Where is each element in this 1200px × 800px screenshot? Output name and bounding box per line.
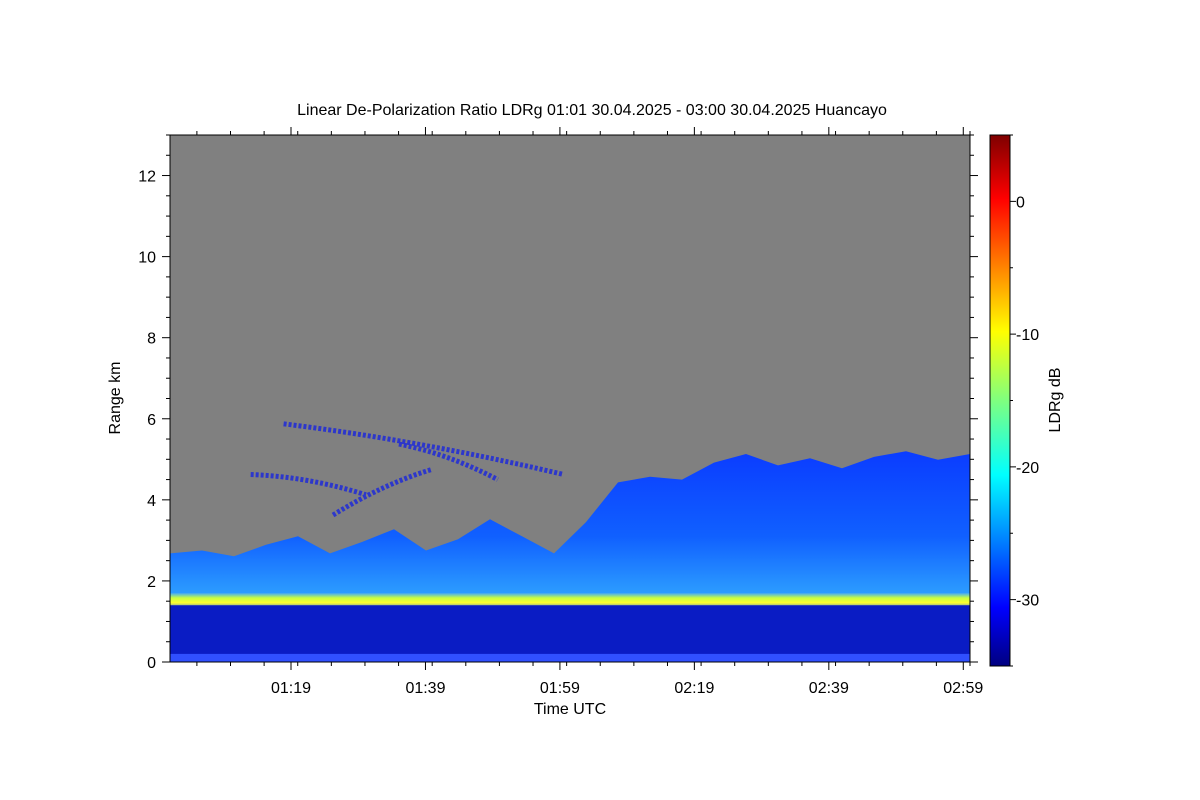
y-tick-label: 12 <box>138 169 156 186</box>
colorbar-gradient <box>989 134 1011 667</box>
colorbar: 0 -10 -20 -30 LDRg dB <box>989 134 1064 667</box>
surface-strip <box>170 653 970 662</box>
colorbar-ticks: 0 -10 -20 -30 <box>1010 134 1039 667</box>
chart-title: Linear De-Polarization Ratio LDRg 01:01 … <box>297 102 887 119</box>
y-tick-label: 2 <box>147 574 156 591</box>
y-tick-label: 4 <box>147 493 156 510</box>
colorbar-label: LDRg dB <box>1047 368 1064 433</box>
y-tick-label: 0 <box>147 655 156 672</box>
feature-aerosol-above-layer <box>170 451 970 594</box>
colorbar-tick-label: 0 <box>1016 194 1025 211</box>
features-layer <box>170 421 970 662</box>
y-axis: 0 2 4 6 8 10 12 <box>138 134 978 672</box>
x-tick-label: 01:19 <box>271 680 311 697</box>
colorbar-tick-label: -10 <box>1016 327 1039 344</box>
feature-boundary-layer <box>170 605 970 662</box>
plot-area <box>170 135 970 662</box>
y-axis-label: Range km <box>107 362 124 435</box>
x-tick-label: 02:19 <box>674 680 714 697</box>
x-tick-label: 01:59 <box>540 680 580 697</box>
x-tick-label: 02:59 <box>943 680 983 697</box>
colorbar-tick-label: -30 <box>1016 593 1039 610</box>
x-axis-label: Time UTC <box>534 701 606 718</box>
y-tick-label: 8 <box>147 331 156 348</box>
feature-elevated-thin-layer <box>250 421 565 518</box>
x-tick-label: 01:39 <box>405 680 445 697</box>
y-tick-label: 6 <box>147 412 156 429</box>
y-tick-label: 10 <box>138 250 156 267</box>
colorbar-tick-label: -20 <box>1016 460 1039 477</box>
x-axis: 01:19 01:39 01:59 02:19 02:39 02:59 <box>196 127 983 697</box>
x-tick-label: 02:39 <box>809 680 849 697</box>
